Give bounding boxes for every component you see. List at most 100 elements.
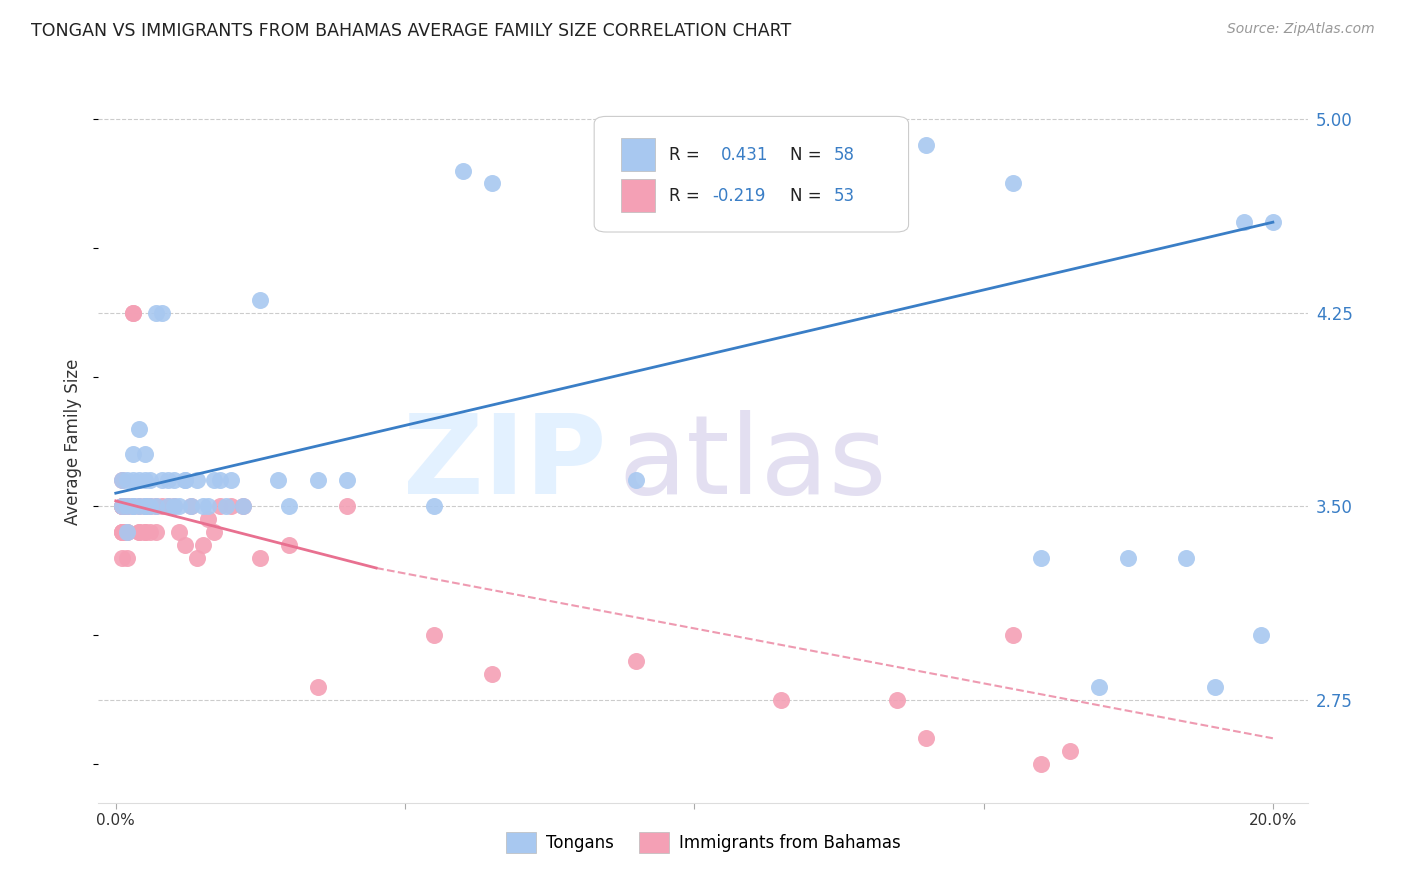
Point [156, 499, 179, 513]
Point [139, 499, 162, 513]
Point [117, 499, 139, 513]
Point [914, 731, 936, 746]
Point [683, 215, 706, 229]
Point [117, 499, 139, 513]
Point [1233, 215, 1256, 229]
Point [110, 499, 132, 513]
Point [197, 499, 219, 513]
Point [1204, 680, 1226, 694]
Point [110, 499, 132, 513]
Point [134, 473, 156, 487]
Point [208, 473, 231, 487]
Point [770, 692, 793, 706]
Point [122, 499, 145, 513]
Point [110, 499, 132, 513]
Point [1001, 177, 1024, 191]
Point [191, 538, 214, 552]
FancyBboxPatch shape [595, 116, 908, 232]
Point [128, 422, 150, 436]
Point [150, 499, 173, 513]
Point [186, 550, 208, 565]
Text: 0.431: 0.431 [721, 145, 769, 164]
Point [232, 499, 254, 513]
Point [145, 524, 167, 539]
Point [278, 538, 301, 552]
Point [117, 524, 139, 539]
Point [110, 473, 132, 487]
Point [134, 524, 156, 539]
Point [197, 512, 219, 526]
Point [128, 524, 150, 539]
Y-axis label: Average Family Size: Average Family Size [65, 359, 83, 524]
Point [139, 499, 162, 513]
Point [336, 499, 359, 513]
Point [134, 499, 156, 513]
Text: N =: N = [790, 145, 821, 164]
Point [208, 499, 231, 513]
Point [914, 137, 936, 152]
Point [122, 499, 145, 513]
Point [1116, 550, 1139, 565]
Point [307, 680, 329, 694]
Point [481, 666, 503, 681]
Point [128, 473, 150, 487]
Point [134, 499, 156, 513]
Point [1261, 215, 1284, 229]
Point [122, 305, 145, 319]
Point [117, 473, 139, 487]
Text: N =: N = [790, 187, 821, 205]
Point [145, 499, 167, 513]
Point [307, 473, 329, 487]
Point [145, 499, 167, 513]
Point [139, 524, 162, 539]
Text: 58: 58 [834, 145, 855, 164]
Point [180, 499, 202, 513]
Point [134, 524, 156, 539]
Point [128, 524, 150, 539]
Point [1031, 757, 1053, 772]
Point [162, 499, 184, 513]
Point [267, 473, 290, 487]
Point [174, 473, 197, 487]
Point [336, 473, 359, 487]
Point [122, 473, 145, 487]
Point [122, 447, 145, 461]
Point [1250, 628, 1272, 642]
Point [156, 499, 179, 513]
Point [423, 628, 446, 642]
Point [221, 499, 243, 513]
Point [1001, 628, 1024, 642]
Point [117, 499, 139, 513]
Text: TONGAN VS IMMIGRANTS FROM BAHAMAS AVERAGE FAMILY SIZE CORRELATION CHART: TONGAN VS IMMIGRANTS FROM BAHAMAS AVERAG… [31, 22, 792, 40]
FancyBboxPatch shape [621, 138, 655, 170]
Point [162, 499, 184, 513]
Point [481, 177, 503, 191]
Point [117, 524, 139, 539]
Point [1088, 680, 1111, 694]
Point [202, 473, 225, 487]
Point [626, 654, 648, 668]
Point [249, 550, 271, 565]
Point [886, 692, 908, 706]
Point [110, 499, 132, 513]
Text: R =: R = [669, 187, 706, 205]
Point [423, 499, 446, 513]
Point [162, 473, 184, 487]
Point [1031, 550, 1053, 565]
Point [191, 499, 214, 513]
Point [174, 473, 197, 487]
Point [156, 473, 179, 487]
Text: Source: ZipAtlas.com: Source: ZipAtlas.com [1227, 22, 1375, 37]
Point [1059, 744, 1081, 758]
Point [134, 499, 156, 513]
Text: atlas: atlas [619, 409, 887, 516]
Point [110, 524, 132, 539]
Point [150, 305, 173, 319]
Point [174, 538, 197, 552]
Point [180, 499, 202, 513]
Point [110, 550, 132, 565]
Point [249, 293, 271, 307]
Point [110, 524, 132, 539]
Point [139, 473, 162, 487]
Point [117, 550, 139, 565]
